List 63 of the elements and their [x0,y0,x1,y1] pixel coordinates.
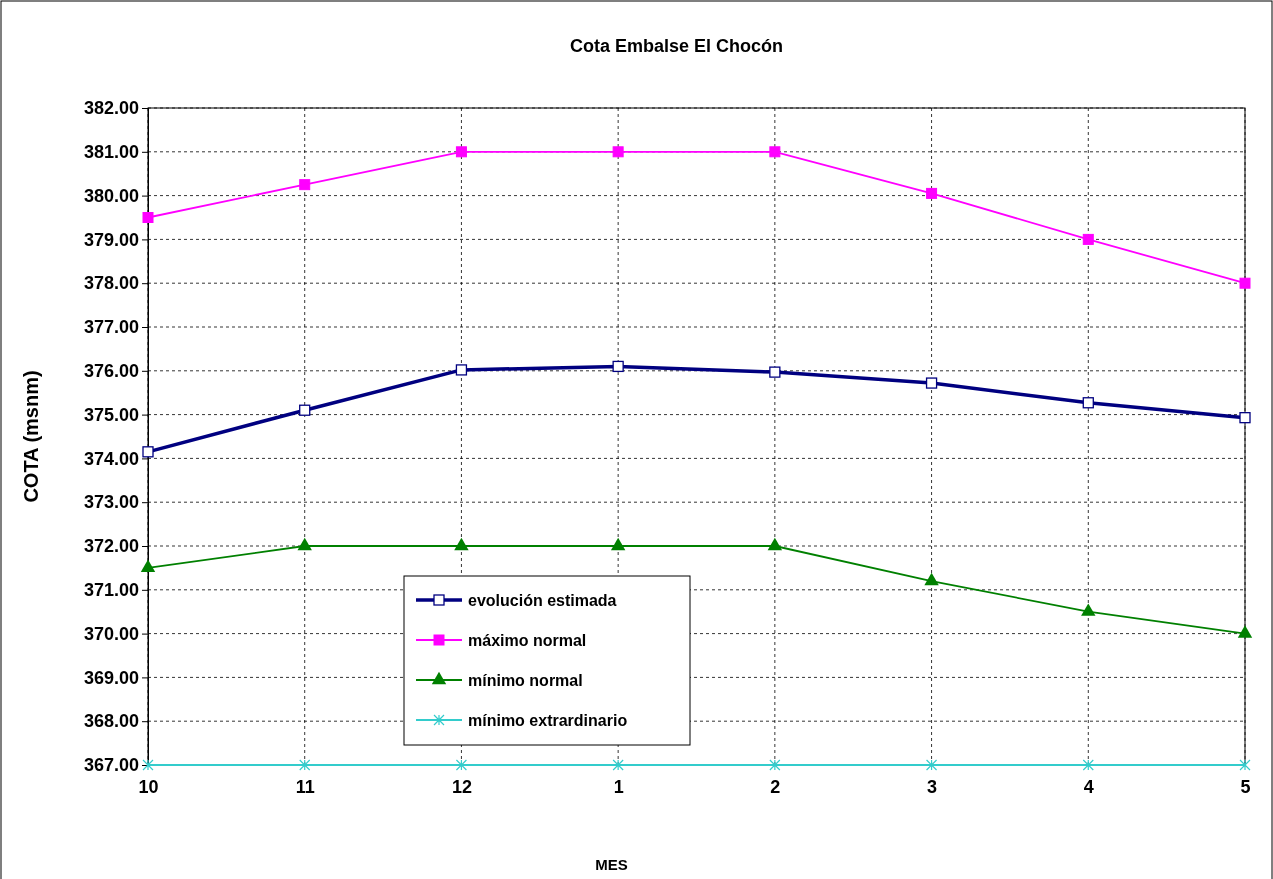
point [1239,277,1251,289]
point [1082,759,1094,771]
point [1082,397,1094,409]
point [142,759,154,771]
point [767,537,783,551]
point [612,360,624,373]
y-tick-label: 375.00 [83,404,139,425]
chart-title: Cota Embalse El Chocón [569,36,784,56]
y-tick-label: 367.00 [83,755,139,776]
point [925,377,938,389]
x-tick-label: 4 [1083,777,1094,798]
x-tick-label: 2 [770,777,781,798]
point [612,146,624,158]
point [1081,603,1096,616]
y-tick-label: 370.00 [83,623,139,644]
point [299,404,311,416]
y-tick-label: 379.00 [83,229,139,250]
point [1082,233,1094,245]
point [455,364,468,376]
y-tick-label: 382.00 [83,98,139,119]
y-tick-label: 369.00 [83,667,139,688]
point [769,146,781,158]
legend-label: evolución estimada [468,592,617,609]
point [925,759,938,771]
point [299,759,311,771]
point [455,146,467,158]
legend-label: máximo normal [468,632,587,649]
legend-label: mínimo extrardinario [468,712,628,729]
point [769,759,781,771]
y-tick-label: 380.00 [83,185,139,206]
point [926,187,938,199]
y-tick-label: 372.00 [83,536,139,557]
y-tick-label: 374.00 [83,448,139,469]
x-tick-label: 10 [138,777,159,798]
legend-label: mínimo normal [468,672,583,689]
point [769,366,781,378]
point [299,179,311,191]
x-axis-title: MES [595,856,628,873]
y-tick-label: 377.00 [83,317,139,338]
point [612,759,624,771]
x-tick-label: 5 [1240,777,1251,798]
point [924,572,939,586]
point [142,212,154,223]
x-tick-label: 12 [451,777,472,798]
y-axis-title: COTA (msnm) [20,370,42,503]
point [1239,412,1251,424]
point [610,537,626,551]
x-tick-label: 1 [613,777,624,798]
y-tick-label: 373.00 [83,492,139,513]
point [1239,759,1251,771]
y-tick-label: 368.00 [83,711,139,732]
point [455,759,468,771]
y-tick-label: 378.00 [83,273,139,294]
y-tick-label: 381.00 [83,142,139,163]
y-tick-label: 371.00 [83,580,139,601]
point [1237,625,1253,638]
point [297,537,312,551]
y-tick-label: 376.00 [83,361,139,382]
point [142,446,154,458]
x-tick-label: 11 [295,777,315,798]
point [140,559,156,573]
x-tick-label: 3 [927,777,938,798]
point [454,537,469,551]
